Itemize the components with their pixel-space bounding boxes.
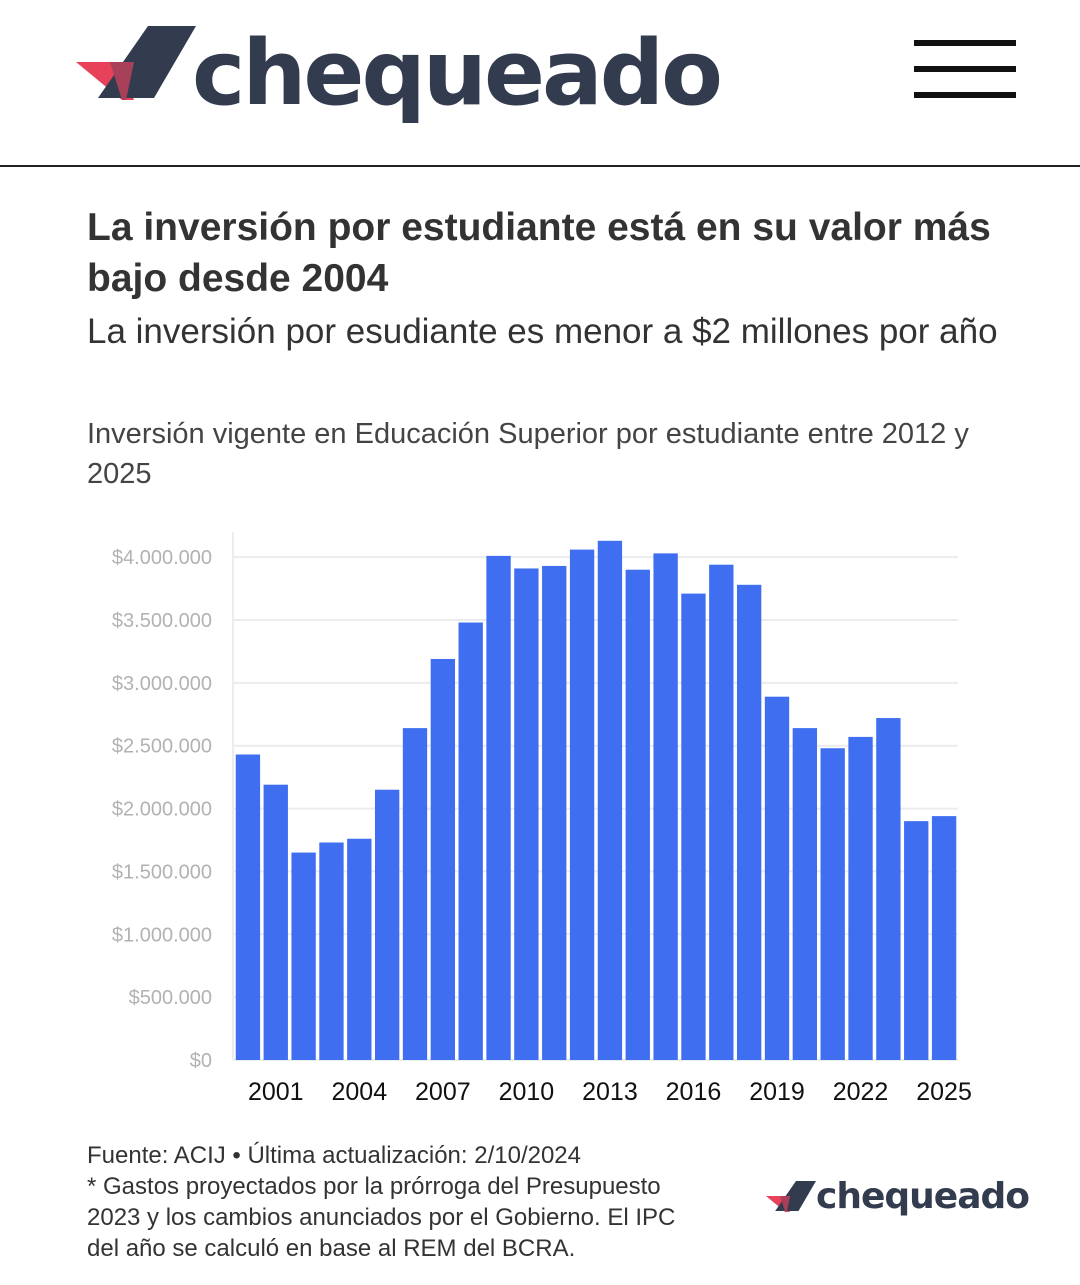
x-tick-label: 2004 (331, 1078, 387, 1106)
footer-logo-text: chequeado (816, 1176, 1030, 1217)
x-tick-label: 2001 (248, 1078, 304, 1106)
chequeado-mark-icon (76, 26, 196, 100)
bar-2013 (597, 540, 623, 1060)
x-axis-ticks: 2001 2004 2007 2010 2013 2016 2019 2022 2025 (248, 1078, 972, 1106)
y-tick-label: $1.500.000 (112, 861, 212, 883)
bar-2001 (263, 784, 288, 1060)
hamburger-menu-button[interactable] (914, 40, 1016, 102)
bar-2003 (319, 842, 344, 1060)
bar-2007 (430, 658, 456, 1060)
x-tick-label: 2019 (749, 1078, 805, 1106)
note-line-3: del año se calculó en base al REM del BC… (87, 1235, 576, 1262)
bar-2022 (848, 736, 873, 1060)
menu-line (914, 92, 1016, 98)
x-tick-label: 2022 (833, 1078, 889, 1106)
site-header: chequeado (0, 0, 1080, 167)
chart-source: Fuente: ACIJ • Última actualización: 2/1… (87, 1140, 767, 1264)
note-line-2: 2023 y los cambios anunciados por el Gob… (87, 1204, 676, 1231)
bar-2009 (486, 555, 511, 1060)
bar-2016 (681, 593, 706, 1060)
bar-2000 (235, 754, 261, 1060)
bar-2014 (625, 569, 650, 1060)
bar-2018 (736, 584, 762, 1060)
x-tick-label: 2025 (916, 1078, 972, 1106)
bar-2021 (820, 748, 845, 1060)
y-tick-label: $2.000.000 (112, 799, 212, 821)
source-text: Fuente: ACIJ • Última actualización: 2/1… (87, 1142, 582, 1169)
menu-line (914, 40, 1016, 46)
bar-2017 (709, 564, 734, 1060)
bar-2019 (764, 696, 790, 1060)
menu-line (914, 66, 1016, 72)
bar-2010 (514, 568, 539, 1060)
chart-bars (235, 540, 957, 1060)
y-tick-label: $0 (190, 1050, 212, 1072)
chart-title: La inversión por estudiante está en su v… (87, 206, 991, 300)
y-tick-label: $3.000.000 (112, 673, 212, 695)
chequeado-mark-icon (766, 1181, 816, 1212)
x-tick-label: 2013 (582, 1078, 638, 1106)
bar-2006 (402, 728, 428, 1060)
bar-2008 (458, 622, 483, 1060)
bar-2004 (347, 838, 372, 1060)
y-axis-ticks: $0 $500.000 $1.000.000 $1.500.000 $2.000.000… (112, 547, 212, 1072)
x-tick-label: 2016 (666, 1078, 722, 1106)
chart-description: Inversión vigente en Educación Superior … (87, 418, 969, 490)
y-tick-label: $3.500.000 (112, 610, 212, 632)
y-tick-label: $2.500.000 (112, 736, 212, 758)
bar-2023 (876, 718, 901, 1060)
bar-2015 (653, 553, 678, 1060)
bar-2005 (374, 789, 400, 1060)
bar-chart: $0 $500.000 $1.000.000 $1.500.000 $2.000.000… (112, 532, 972, 1106)
bar-2002 (291, 852, 316, 1060)
bar-2012 (569, 549, 595, 1060)
bar-2024 (904, 821, 929, 1060)
x-tick-label: 2007 (415, 1078, 471, 1106)
x-tick-label: 2010 (499, 1078, 555, 1106)
note-line-1: * Gastos proyectados por la prórroga del… (87, 1173, 661, 1200)
bar-2011 (542, 565, 567, 1060)
y-tick-label: $1.000.000 (112, 924, 212, 946)
bar-2020 (792, 728, 818, 1060)
header-divider (0, 165, 1080, 167)
y-tick-label: $4.000.000 (112, 547, 212, 569)
logo-text: chequeado (192, 21, 723, 126)
bar-2025 (931, 816, 957, 1060)
y-tick-label: $500.000 (129, 987, 212, 1009)
chart-subtitle: La inversión por esudiante es menor a $2… (87, 312, 998, 351)
